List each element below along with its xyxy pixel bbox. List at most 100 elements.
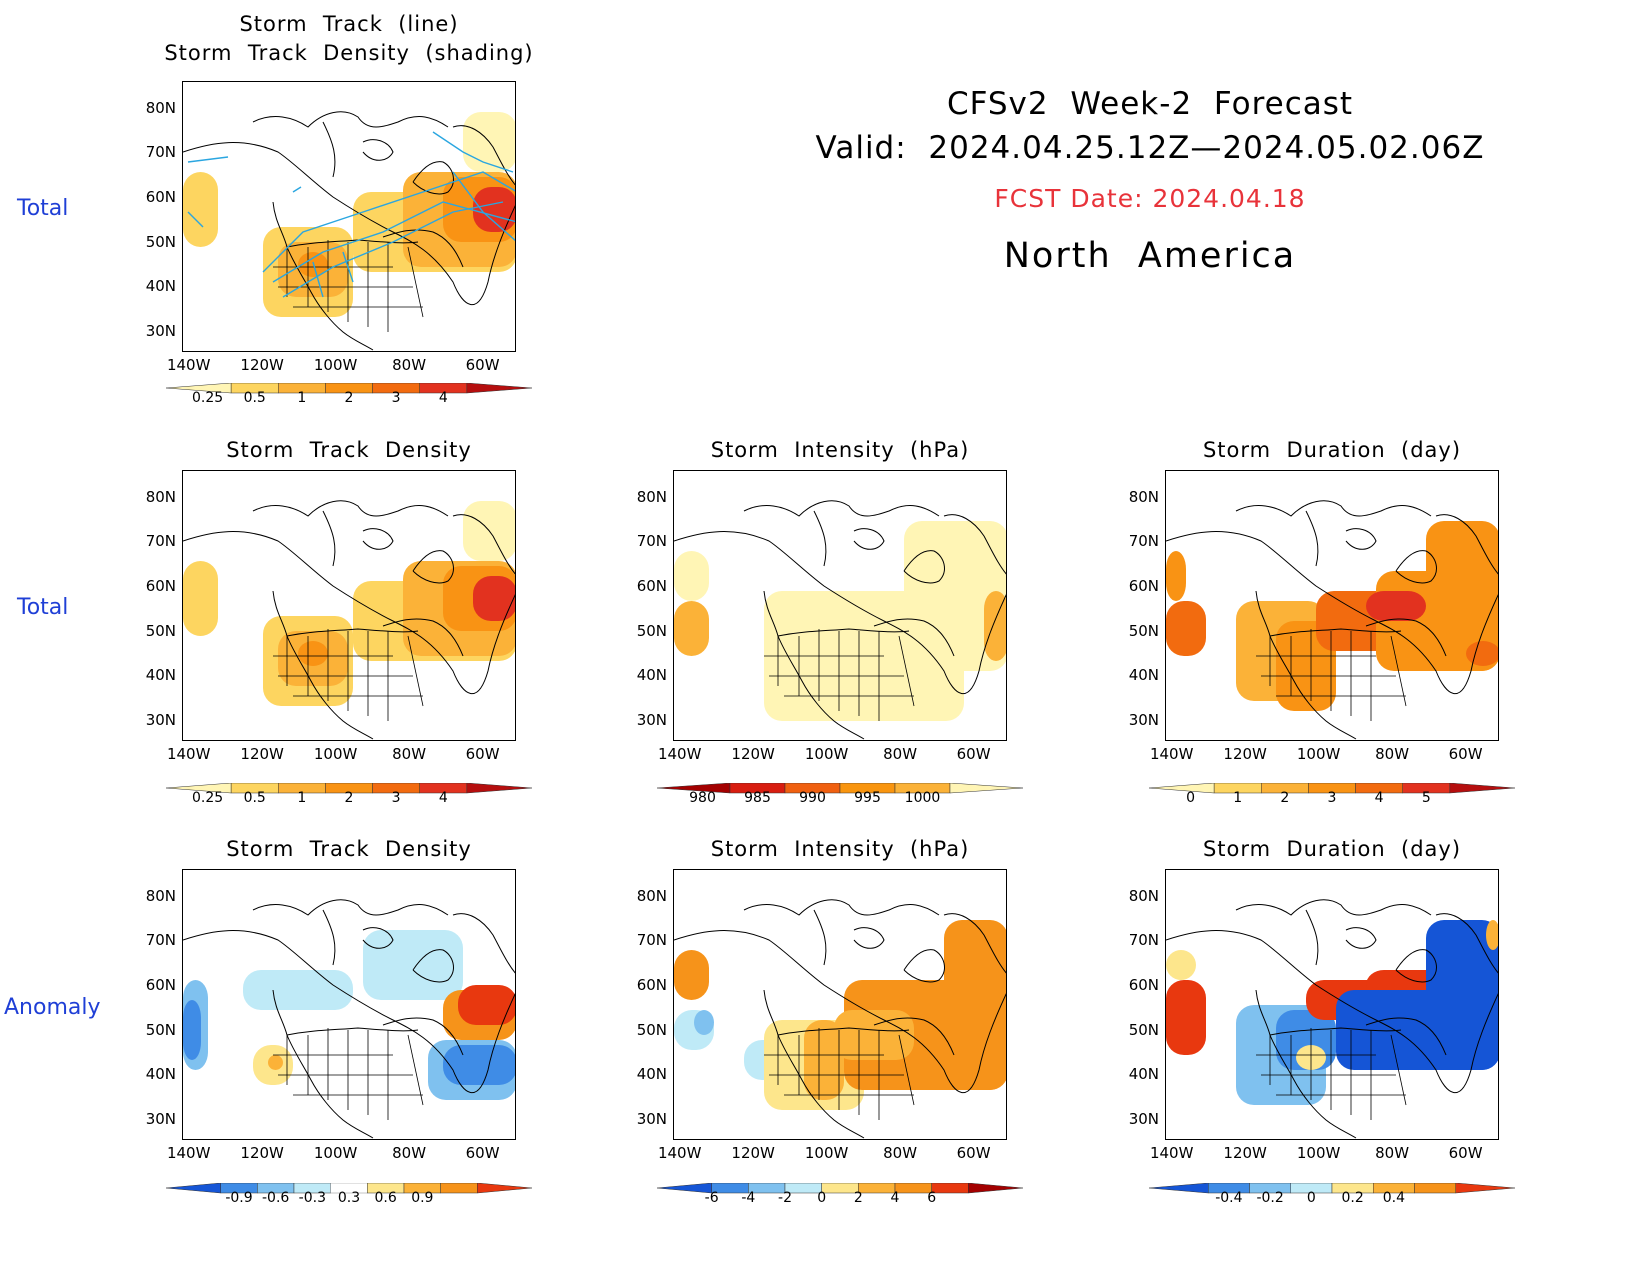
colorbar-tick-label: 0.25 bbox=[191, 390, 224, 406]
map-density-anom bbox=[182, 869, 516, 1140]
lon-tick-label: 140W bbox=[657, 1144, 702, 1162]
colorbar-tick-label: 0.6 bbox=[374, 1190, 397, 1206]
coastline bbox=[286, 628, 419, 637]
coastline bbox=[743, 899, 940, 916]
lat-tick-label: 30N bbox=[1128, 711, 1159, 730]
coastline bbox=[853, 927, 885, 949]
lon-tick-label: 100W bbox=[1296, 1144, 1341, 1162]
colorbar-segment bbox=[466, 782, 533, 794]
colorbar-density-total bbox=[164, 382, 534, 401]
lon-tick-label: 80W bbox=[392, 745, 427, 763]
lat-tick-label: 70N bbox=[636, 532, 667, 551]
shading-cell bbox=[298, 641, 328, 666]
coastline bbox=[1395, 550, 1437, 584]
colorbar-tick-label: 0.9 bbox=[411, 1190, 434, 1206]
shading-cell bbox=[1426, 920, 1498, 1070]
forecast-date: FCST Date: 2024.04.18 bbox=[994, 184, 1306, 213]
state-border bbox=[407, 1034, 424, 1106]
colorbar-tick-label: 2 bbox=[853, 1190, 863, 1206]
colorbar-tick-label: 3 bbox=[391, 390, 401, 406]
shading-cell bbox=[674, 601, 709, 656]
coastline bbox=[1269, 1027, 1402, 1036]
lat-tick-label: 70N bbox=[145, 143, 176, 162]
colorbar-tick-label: 2 bbox=[344, 790, 354, 806]
lat-tick-label: 60N bbox=[145, 187, 176, 206]
coastline bbox=[183, 531, 515, 694]
map-canvas bbox=[674, 500, 1006, 740]
shading-cell bbox=[674, 551, 709, 601]
lat-tick-label: 40N bbox=[1128, 666, 1159, 685]
colorbar-segment bbox=[949, 782, 1024, 794]
lat-tick-label: 70N bbox=[1128, 931, 1159, 950]
coastline bbox=[1305, 510, 1319, 567]
coastline bbox=[1269, 628, 1402, 637]
coastline bbox=[813, 510, 827, 567]
lat-tick-label: 60N bbox=[1128, 576, 1159, 595]
colorbar-tick-label: -6 bbox=[704, 1190, 719, 1206]
coastline bbox=[452, 514, 515, 575]
colorbar-tick-label: 1 bbox=[297, 390, 307, 406]
colorbar-tick-label: -0.9 bbox=[225, 1190, 253, 1206]
coastline bbox=[777, 628, 910, 637]
panel-title-track-total: Storm Track (line) Storm Track Density (… bbox=[164, 12, 534, 65]
colorbar-density-anom bbox=[164, 1182, 534, 1201]
colorbar-tick-label: 995 bbox=[854, 790, 881, 806]
coastline bbox=[1365, 1017, 1447, 1056]
colorbar-tick-label: 6 bbox=[927, 1190, 937, 1206]
lon-tick-label: 120W bbox=[731, 1144, 775, 1162]
colorbar-tick-label: 4 bbox=[1374, 790, 1384, 806]
lat-tick-label: 40N bbox=[145, 1065, 176, 1084]
state-border bbox=[407, 246, 424, 318]
lon-tick-label: 60W bbox=[465, 1144, 500, 1162]
colorbar-tick-label: 985 bbox=[744, 790, 771, 806]
row-label-total-1: Total bbox=[17, 196, 69, 221]
coastline bbox=[322, 121, 336, 178]
storm-track-line bbox=[342, 251, 354, 283]
colorbar-tick-label: 0 bbox=[817, 1190, 827, 1206]
lon-tick-label: 60W bbox=[1448, 1144, 1483, 1162]
lon-tick-label: 100W bbox=[313, 356, 358, 374]
storm-track-line bbox=[312, 261, 324, 298]
coastline bbox=[1235, 500, 1432, 517]
coastline bbox=[183, 930, 515, 1093]
colorbar-tick-label: 4 bbox=[438, 790, 448, 806]
lon-tick-label: 80W bbox=[883, 745, 918, 763]
row-label-anomaly: Anomaly bbox=[4, 995, 101, 1020]
map-canvas bbox=[183, 111, 515, 351]
lon-tick-label: 140W bbox=[166, 1144, 211, 1162]
lat-tick-label: 40N bbox=[1128, 1065, 1159, 1084]
colorbar-tick-label: 4 bbox=[438, 390, 448, 406]
lon-tick-label: 100W bbox=[313, 1144, 358, 1162]
coastline bbox=[1395, 949, 1437, 983]
shading-cell bbox=[1486, 920, 1498, 950]
coastline bbox=[272, 590, 374, 740]
panel-title-duration-total: Storm Duration (day) bbox=[1202, 438, 1462, 462]
coastline bbox=[763, 590, 865, 740]
lat-tick-label: 80N bbox=[636, 886, 667, 905]
colorbar-tick-label: 980 bbox=[689, 790, 716, 806]
lon-tick-label: 120W bbox=[1223, 745, 1267, 763]
map-canvas bbox=[1166, 500, 1498, 740]
storm-track-line bbox=[292, 186, 302, 193]
coastline bbox=[252, 111, 449, 128]
lat-tick-label: 80N bbox=[636, 487, 667, 506]
colorbar-tick-label: 2 bbox=[344, 390, 354, 406]
colorbar-segment bbox=[968, 1182, 1024, 1194]
lon-tick-label: 140W bbox=[166, 745, 211, 763]
shading-cell bbox=[183, 561, 218, 636]
shading-cell bbox=[674, 950, 709, 1000]
state-border bbox=[898, 635, 915, 707]
coastline bbox=[1365, 618, 1447, 657]
coastline bbox=[1345, 528, 1377, 550]
map-duration-anom bbox=[1165, 869, 1499, 1140]
colorbar-tick-label: 0.5 bbox=[243, 390, 266, 406]
panel-title-density-total: Storm Track Density bbox=[226, 438, 472, 462]
shading-cell bbox=[1366, 591, 1426, 621]
colorbar-tick-label: -2 bbox=[778, 1190, 792, 1206]
lat-tick-label: 70N bbox=[145, 532, 176, 551]
lon-tick-label: 60W bbox=[465, 356, 500, 374]
lon-tick-label: 140W bbox=[166, 356, 211, 374]
panel-title-density-anom: Storm Track Density bbox=[226, 837, 472, 861]
shading-cell bbox=[183, 1000, 201, 1060]
colorbar-segment bbox=[466, 382, 533, 394]
